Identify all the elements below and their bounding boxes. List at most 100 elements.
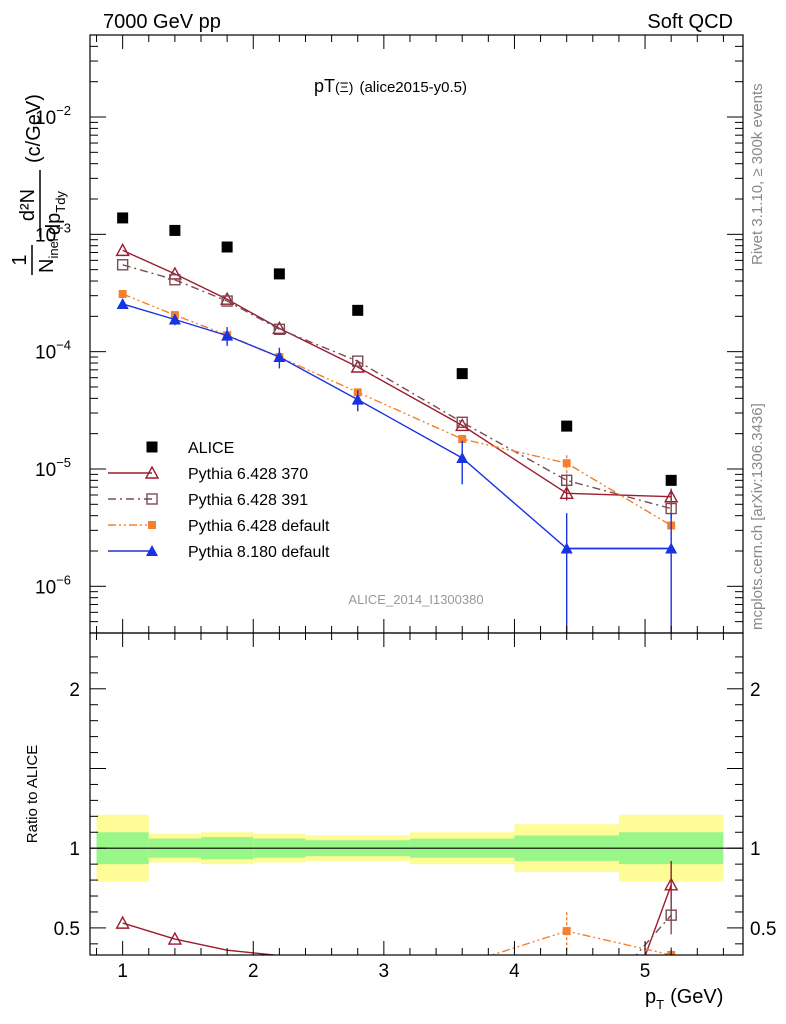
- point-py8: [351, 393, 364, 405]
- point-py370: [559, 485, 574, 500]
- point-alice: [352, 304, 364, 316]
- legend-marker-py6def: [148, 521, 156, 529]
- point-py391: [273, 323, 286, 336]
- ratio-line-py391: [635, 914, 672, 955]
- legend-label-py370: Pythia 6.428 370: [188, 466, 308, 483]
- ratio-y-tick-label-right: 0.5: [750, 919, 776, 940]
- point-py391: [221, 295, 233, 307]
- y-label-dp: dp: [43, 213, 65, 235]
- main-axes: 10−610−510−410−310−2: [35, 34, 744, 634]
- y-label-prefix: 1: [9, 254, 31, 265]
- ratio-line-py370: [122, 884, 672, 955]
- ratio-y-tick-label-right: 2: [750, 680, 761, 701]
- legend-marker-py391: [146, 493, 158, 505]
- x-label-units: (GeV): [670, 986, 723, 1008]
- plot-title-main: pT: [314, 76, 335, 96]
- point-py391: [116, 259, 129, 271]
- y-label-n: N: [36, 259, 58, 273]
- legend-label-alice: ALICE: [188, 440, 234, 457]
- point-py391: [560, 474, 573, 487]
- ratio-x-tick-label: 5: [640, 961, 651, 982]
- ratio-y-tick-label: 2: [69, 680, 80, 701]
- point-py391: [456, 416, 468, 428]
- ratio-frame: [89, 632, 744, 956]
- main-y-tick-exp: −2: [56, 103, 71, 118]
- point-py370: [167, 266, 183, 280]
- point-py6def: [458, 435, 467, 444]
- plot-title: pT(Ξ) (alice2015-y0.5): [314, 76, 467, 96]
- y-label-ninel: Ninel: [36, 238, 61, 273]
- series-line-py8: [122, 303, 672, 550]
- ratio-y-tick-label: 0.5: [54, 919, 80, 940]
- series-line-py370: [122, 249, 672, 498]
- point-alice: [169, 224, 181, 236]
- point-alice: [117, 212, 129, 224]
- main-data-layer: [115, 212, 679, 633]
- ratio-panel: [90, 814, 743, 882]
- point-py6def: [118, 290, 127, 299]
- point-py8: [273, 351, 286, 363]
- legend-marker-alice: [146, 441, 158, 453]
- ratio-point-py370: [663, 877, 679, 891]
- header-left: 7000 GeV pp: [103, 11, 221, 33]
- main-y-tick-exp: −3: [56, 220, 71, 235]
- x-axis-label: pT (GeV): [645, 986, 723, 1012]
- rivet-side-label: Rivet 3.1.10, ≥ 300k events: [749, 83, 766, 265]
- ratio-x-tick-label: 4: [509, 961, 520, 982]
- point-py370: [455, 417, 470, 432]
- ratio-y-tick-label: 1: [69, 839, 80, 860]
- main-y-tick-label: 10−6: [35, 572, 71, 598]
- point-py6def: [562, 459, 571, 468]
- main-y-tick-base: 10: [35, 343, 56, 364]
- ratio-x-tick-label: 2: [248, 961, 259, 982]
- header-right: Soft QCD: [647, 11, 733, 33]
- series-line-py391: [122, 264, 672, 510]
- legend-label-py391: Pythia 6.428 391: [188, 492, 308, 509]
- y-label-dp-sub: T: [53, 205, 68, 213]
- legend-marker-py8: [146, 545, 158, 556]
- main-y-axis-label: 1 Ninel d²N dpTdy (c/GeV): [9, 94, 68, 275]
- ratio-y-tick-label-right: 1: [750, 839, 761, 860]
- y-label-dpdy: dpTdy: [43, 191, 68, 235]
- y-label-ninel-sub: inel: [46, 238, 61, 258]
- legend: ALICE Pythia 6.428 370 Pythia 6.428 391 Pyt…: [108, 440, 330, 561]
- point-py8: [221, 329, 234, 341]
- point-alice: [273, 268, 285, 280]
- plot-title-particle: (Ξ): [335, 79, 353, 95]
- mcplots-side-label: mcplots.cern.ch [arXiv:1306.3436]: [749, 403, 766, 630]
- ratio-axes: 1 2 3 4 5 0.5 0.5 1 1 2 2: [54, 632, 776, 982]
- main-y-tick-base: 10: [35, 460, 56, 481]
- main-y-tick-label: 10−5: [35, 455, 71, 481]
- y-label-dy: dy: [53, 191, 68, 205]
- legend-label-py6def: Pythia 6.428 default: [188, 518, 330, 535]
- point-py391: [169, 274, 181, 286]
- point-py8: [456, 452, 469, 464]
- ratio-x-tick-label: 1: [117, 961, 128, 982]
- point-py370: [219, 291, 235, 305]
- point-py8: [168, 313, 181, 325]
- point-alice: [561, 420, 573, 432]
- ratio-data-layer: [115, 860, 679, 955]
- y-label-d2n: d²N: [17, 189, 39, 221]
- ratio-point-py6def: [562, 927, 571, 936]
- legend-label-py8: Pythia 8.180 default: [188, 544, 330, 561]
- main-y-tick-label: 10−2: [35, 103, 71, 129]
- main-y-tick-exp: −4: [56, 338, 71, 353]
- ratio-point-py370: [115, 915, 130, 929]
- y-label-units: (c/GeV): [23, 94, 45, 163]
- point-alice: [456, 368, 468, 380]
- main-y-tick-base: 10: [35, 577, 56, 598]
- main-y-tick-label: 10−4: [35, 338, 71, 364]
- point-alice: [221, 241, 233, 253]
- series-line-py6def: [122, 293, 672, 527]
- point-py8: [116, 297, 129, 309]
- x-label-p: p: [645, 986, 656, 1008]
- main-y-tick-base: 10: [35, 108, 56, 129]
- point-py370: [115, 242, 130, 257]
- ratio-x-tick-label: 3: [379, 961, 390, 982]
- analysis-watermark: ALICE_2014_I1300380: [348, 592, 483, 607]
- point-py391: [352, 355, 364, 367]
- plot-title-tag: (alice2015-y0.5): [359, 79, 467, 96]
- ratio-y-axis-label: Ratio to ALICE: [24, 745, 41, 843]
